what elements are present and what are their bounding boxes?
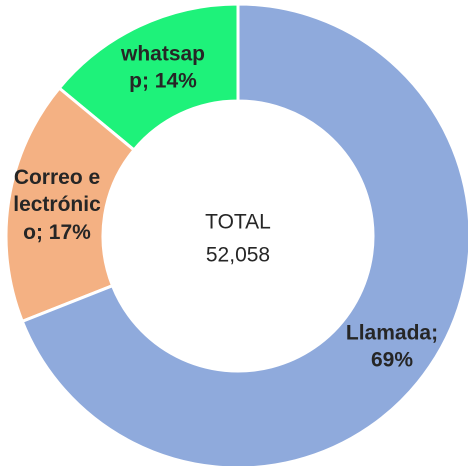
center-title: TOTAL: [205, 211, 271, 234]
center-total: 52,058: [206, 244, 270, 267]
data-label: Llamada; 69%: [345, 321, 439, 372]
data-label: whatsapp; 14%: [120, 42, 206, 93]
donut-segment: [4, 86, 137, 324]
data-label: Correo electrónico; 17%: [13, 166, 101, 244]
donut-segment: [20, 2, 468, 466]
